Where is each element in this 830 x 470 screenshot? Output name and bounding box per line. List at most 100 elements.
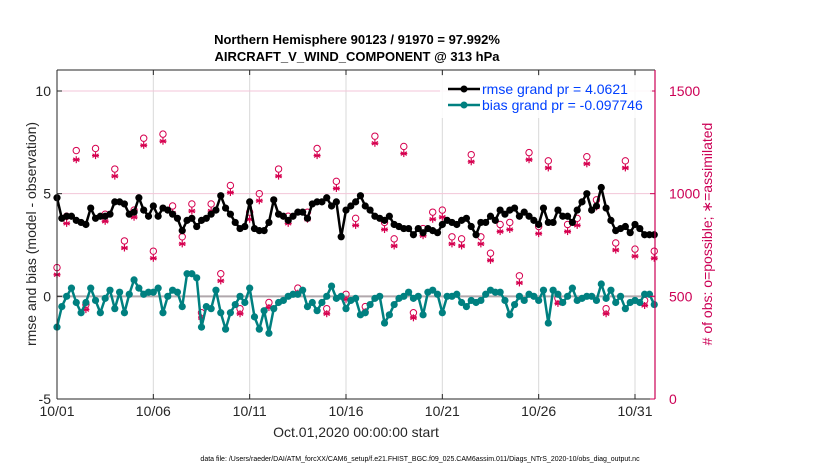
bias-point xyxy=(303,303,312,311)
rmse-point xyxy=(212,206,220,214)
bias-point xyxy=(231,300,239,309)
possible-obs-point xyxy=(120,237,129,245)
bias-point xyxy=(400,292,408,300)
x-tick-label: 10/21 xyxy=(425,403,460,419)
rmse-point xyxy=(221,204,230,212)
rmse-point xyxy=(337,233,345,241)
bias-point xyxy=(419,311,427,319)
rmse-point xyxy=(352,198,360,206)
bias-point xyxy=(96,309,104,317)
legend-bias-label: bias grand pr = -0.097746 xyxy=(482,97,643,113)
possible-obs-point xyxy=(226,181,235,190)
assimilated-obs-point xyxy=(149,254,157,262)
possible-obs-point xyxy=(274,165,283,173)
bias-point xyxy=(568,284,576,292)
assimilated-obs-point xyxy=(496,228,504,236)
possible-obs-point xyxy=(149,247,158,255)
bias-point xyxy=(462,303,471,311)
bias-point xyxy=(250,313,259,321)
bias-point xyxy=(91,296,100,305)
assimilated-obs-point xyxy=(535,230,543,238)
bias-point xyxy=(530,292,538,300)
assimilated-obs-point xyxy=(63,219,71,227)
y2-tick-label: 0 xyxy=(669,391,677,407)
bias-point xyxy=(77,309,85,317)
rmse-point xyxy=(385,212,393,220)
rmse-point xyxy=(419,229,427,237)
rmse-point xyxy=(583,190,591,198)
rmse-point xyxy=(279,212,287,220)
legend-box xyxy=(440,76,652,118)
possible-obs-point xyxy=(400,142,408,151)
rmse-point xyxy=(573,206,581,214)
rmse-point xyxy=(438,220,446,229)
x-tick-label: 10/11 xyxy=(233,403,267,419)
rmse-point xyxy=(135,194,143,202)
bias-point xyxy=(342,305,350,313)
possible-obs-point xyxy=(91,144,100,153)
possible-obs-point xyxy=(457,235,466,243)
rmse-point xyxy=(327,202,336,210)
rmse-point xyxy=(472,231,480,239)
bias-point xyxy=(72,298,80,307)
x-tick-label: 10/16 xyxy=(328,403,363,419)
rmse-point xyxy=(246,198,254,206)
rmse-point xyxy=(539,204,548,212)
bias-point xyxy=(458,298,466,307)
rmse-point xyxy=(265,218,273,227)
x-tick-label: 10/31 xyxy=(617,403,652,419)
legend-rmse-label: rmse grand pr = 4.0621 xyxy=(482,81,628,97)
possible-obs-point xyxy=(207,200,215,208)
bias-point xyxy=(164,292,172,300)
rmse-point xyxy=(67,212,76,220)
assimilated-obs-point xyxy=(467,158,475,166)
rmse-point xyxy=(568,218,576,227)
bias-point xyxy=(87,284,95,292)
rmse-point xyxy=(120,200,129,208)
y2-axis-label: # of obs: o=possible; ∗=assimilated xyxy=(699,123,715,346)
rmse-point xyxy=(530,216,538,224)
bias-point xyxy=(217,309,225,317)
possible-obs-point xyxy=(351,214,360,223)
assimilated-obs-point xyxy=(92,152,100,160)
bias-point xyxy=(299,286,307,294)
assimilated-obs-point xyxy=(621,164,629,172)
rmse-point xyxy=(207,210,215,218)
x-axis-label: Oct.01,2020 00:00:00 start xyxy=(273,424,439,440)
possible-obs-point xyxy=(217,270,225,278)
bias-point xyxy=(612,298,620,307)
bias-point xyxy=(207,305,215,313)
bias-point xyxy=(154,284,162,292)
bias-point xyxy=(515,292,524,300)
rmse-point xyxy=(520,208,528,216)
assimilated-obs-point xyxy=(178,240,186,248)
rmse-point xyxy=(130,208,138,216)
bias-point xyxy=(58,303,66,311)
possible-obs-point xyxy=(371,132,379,140)
assimilated-obs-point xyxy=(477,240,485,248)
bias-point xyxy=(429,286,437,294)
x-tick-label: 10/01 xyxy=(39,403,74,419)
possible-obs-point xyxy=(650,247,658,255)
assimilated-obs-point xyxy=(332,184,340,192)
bias-point xyxy=(535,296,543,305)
x-tick-label: 10/26 xyxy=(521,403,556,419)
assimilated-obs-point xyxy=(72,156,80,164)
rmse-point xyxy=(554,206,562,214)
bias-point xyxy=(116,288,124,296)
bias-point xyxy=(438,309,446,317)
bias-point xyxy=(226,309,234,317)
bias-point xyxy=(197,323,206,331)
rmse-point xyxy=(164,206,172,214)
rmse-point xyxy=(535,220,543,229)
rmse-point xyxy=(636,224,644,233)
assimilated-obs-point xyxy=(458,242,466,250)
rmse-series xyxy=(53,183,658,241)
bias-point xyxy=(125,290,133,298)
rmse-point xyxy=(650,231,658,239)
assimilated-obs-point xyxy=(544,164,552,172)
plot-area xyxy=(57,70,655,399)
possible-obs-point xyxy=(390,235,398,243)
assimilated-obs-point xyxy=(583,160,591,168)
bias-point xyxy=(313,307,321,315)
